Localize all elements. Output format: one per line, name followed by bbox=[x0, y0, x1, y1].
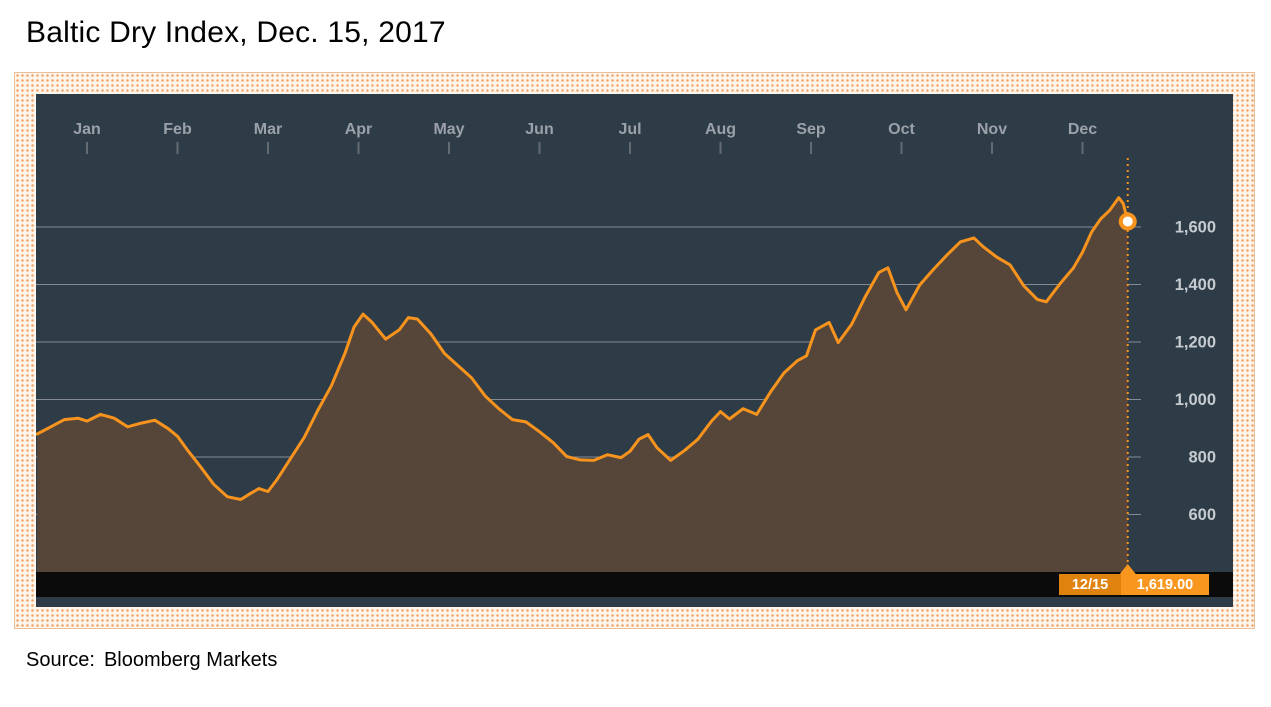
chart-panel: Jan Feb Mar Apr May Jun Jul Aug Sep Oct Nov Dec 600 8… bbox=[36, 94, 1233, 607]
source-value: Bloomberg Markets bbox=[103, 649, 278, 671]
x-tick-label: Mar bbox=[254, 121, 282, 138]
y-tick-label: 600 bbox=[1188, 506, 1216, 524]
chart-frame: Jan Feb Mar Apr May Jun Jul Aug Sep Oct Nov Dec 600 8… bbox=[14, 72, 1255, 629]
bottom-axis-strip bbox=[36, 572, 1233, 597]
bdi-area-chart: Jan Feb Mar Apr May Jun Jul Aug Sep Oct Nov Dec 600 8… bbox=[36, 94, 1233, 607]
y-tick-label: 1,200 bbox=[1175, 334, 1216, 352]
x-tick-label: Dec bbox=[1068, 121, 1097, 138]
tooltip-value: 1,619.00 bbox=[1137, 577, 1193, 593]
page-title: Baltic Dry Index, Dec. 15, 2017 bbox=[26, 16, 446, 49]
x-tick-label: Jul bbox=[618, 121, 641, 138]
source-label: Source: bbox=[26, 649, 95, 671]
y-tick-label: 1,400 bbox=[1175, 276, 1216, 294]
x-tick-label: Aug bbox=[705, 121, 736, 138]
y-tick-label: 800 bbox=[1188, 449, 1216, 467]
tooltip-date: 12/15 bbox=[1072, 577, 1108, 593]
series-line bbox=[36, 196, 1130, 501]
x-tick-label: Oct bbox=[888, 121, 915, 138]
x-tick-label: Feb bbox=[163, 121, 192, 138]
x-tick-label: May bbox=[433, 121, 464, 138]
source-line: Source: Bloomberg Markets bbox=[26, 649, 1271, 672]
area-fill bbox=[37, 197, 1128, 572]
tooltip-arrow bbox=[1119, 564, 1136, 574]
x-tick-label: Nov bbox=[977, 121, 1007, 138]
x-tick-label: Jun bbox=[525, 121, 553, 138]
tooltip-date-box bbox=[1059, 574, 1121, 595]
last-point-marker bbox=[1118, 212, 1137, 231]
y-tick-label: 1,000 bbox=[1175, 391, 1216, 409]
x-tick-label: Jan bbox=[73, 121, 101, 138]
x-tick-label: Apr bbox=[345, 121, 373, 138]
x-tick-label: Sep bbox=[796, 121, 826, 138]
y-tick-label: 1,600 bbox=[1175, 219, 1216, 237]
